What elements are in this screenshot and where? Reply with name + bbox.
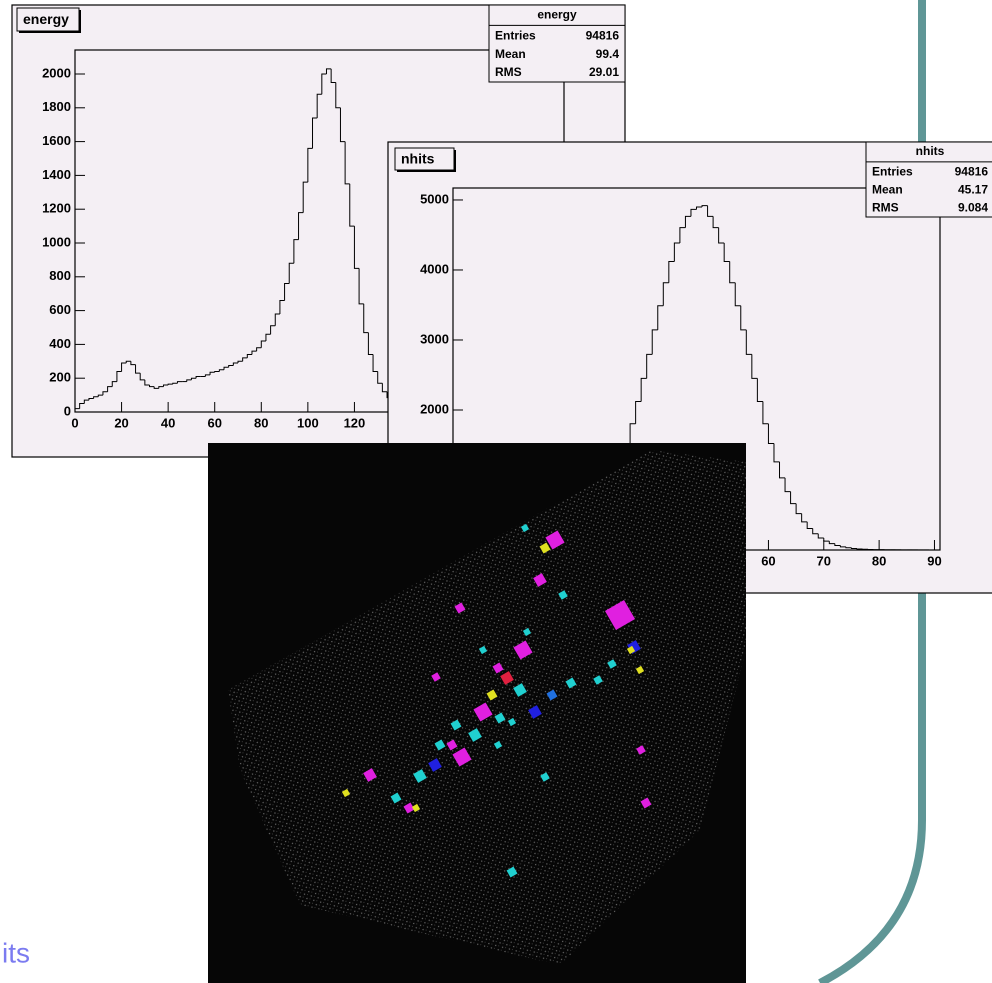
- chart-title: nhits: [401, 151, 435, 167]
- stats-label: Entries: [872, 165, 913, 179]
- y-tick-label: 1200: [42, 201, 71, 216]
- y-tick-label: 400: [49, 336, 71, 351]
- stats-value: 99.4: [596, 47, 620, 61]
- stats-value: 9.084: [958, 200, 988, 214]
- y-tick-label: 2000: [42, 65, 71, 80]
- y-tick-label: 4000: [420, 261, 449, 276]
- event-display: [208, 443, 746, 983]
- stats-label: Entries: [495, 29, 536, 43]
- stats-value: 45.17: [958, 183, 988, 197]
- x-tick-label: 90: [927, 553, 941, 568]
- x-tick-label: 60: [207, 415, 221, 430]
- x-tick-label: 100: [297, 415, 319, 430]
- y-tick-label: 2000: [420, 401, 449, 416]
- stats-label: RMS: [872, 200, 899, 214]
- slide: its 020040060080010001200140016001800200…: [0, 0, 992, 983]
- x-tick-label: 70: [817, 553, 831, 568]
- x-tick-label: 80: [872, 553, 886, 568]
- x-tick-label: 0: [71, 415, 78, 430]
- stats-title: nhits: [916, 144, 945, 158]
- y-tick-label: 3000: [420, 331, 449, 346]
- y-tick-label: 5000: [420, 191, 449, 206]
- y-tick-label: 600: [49, 302, 71, 317]
- stats-value: 94816: [955, 165, 989, 179]
- y-tick-label: 1400: [42, 167, 71, 182]
- x-tick-label: 120: [344, 415, 366, 430]
- y-tick-label: 1000: [42, 234, 71, 249]
- y-tick-label: 200: [49, 370, 71, 385]
- chart-title: energy: [23, 11, 69, 27]
- y-tick-label: 1600: [42, 133, 71, 148]
- x-tick-label: 20: [114, 415, 128, 430]
- y-tick-label: 800: [49, 268, 71, 283]
- stats-label: RMS: [495, 65, 522, 79]
- stats-value: 94816: [586, 29, 620, 43]
- x-tick-label: 60: [761, 553, 775, 568]
- y-tick-label: 0: [64, 403, 71, 418]
- y-tick-label: 1800: [42, 99, 71, 114]
- stats-label: Mean: [872, 183, 903, 197]
- slide-text: its: [2, 937, 30, 968]
- stats-title: energy: [537, 7, 577, 21]
- stats-label: Mean: [495, 47, 526, 61]
- x-tick-label: 40: [161, 415, 175, 430]
- x-tick-label: 80: [254, 415, 268, 430]
- stats-value: 29.01: [589, 65, 619, 79]
